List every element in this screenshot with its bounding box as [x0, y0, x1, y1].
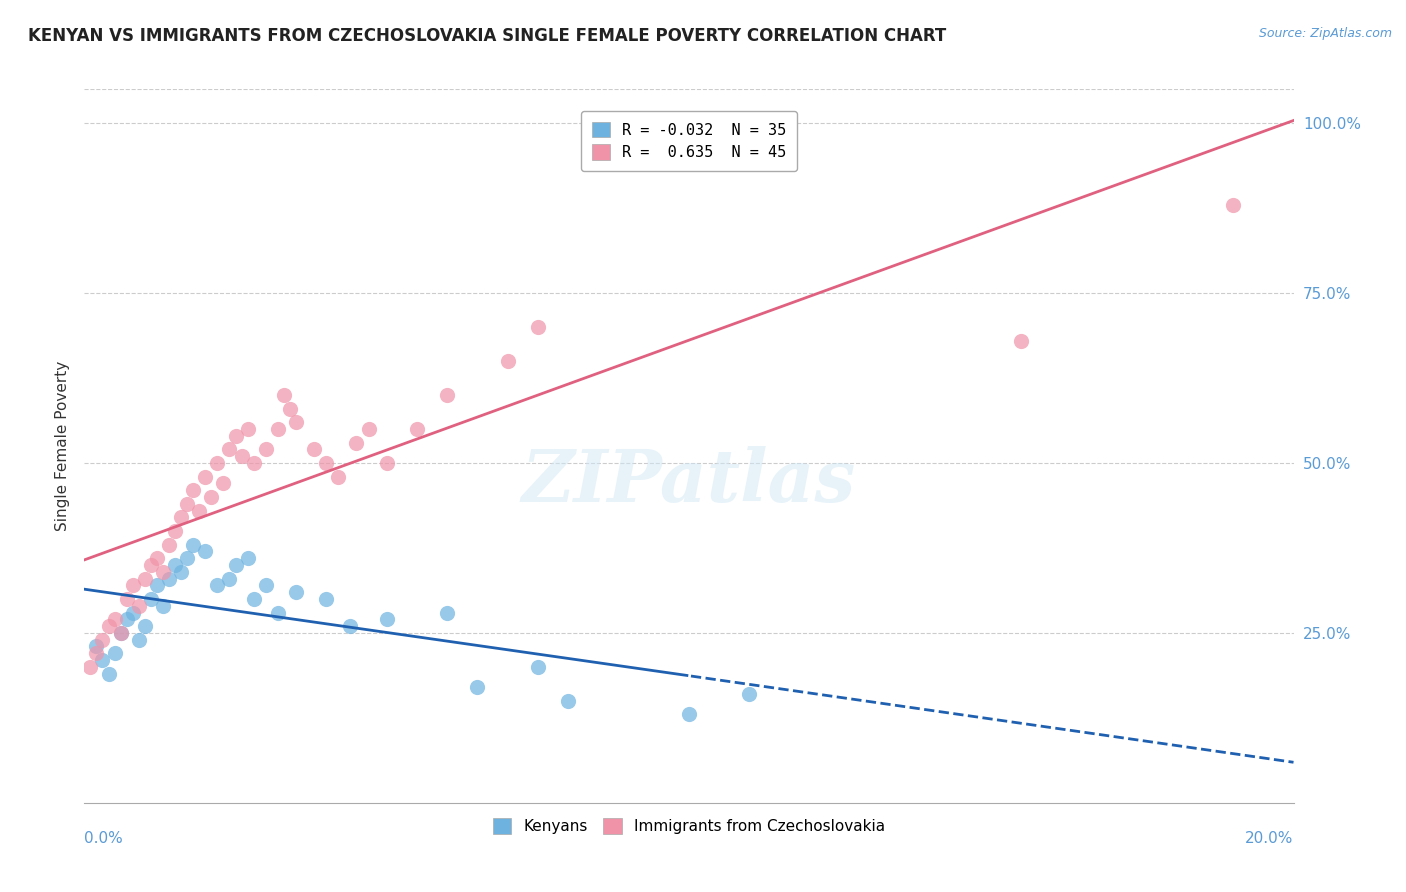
Point [278, 401, 301, 416]
Point [200, 490, 222, 504]
Point [467, 680, 489, 694]
Point [86, 640, 108, 654]
Point [357, 422, 380, 436]
Point [170, 510, 193, 524]
Point [194, 544, 217, 558]
Point [134, 619, 156, 633]
Point [152, 565, 174, 579]
Point [406, 422, 429, 436]
Point [146, 551, 169, 566]
Point [218, 442, 240, 457]
Point [254, 442, 277, 457]
Point [121, 578, 143, 592]
Point [128, 632, 150, 647]
Point [79, 660, 101, 674]
Point [302, 442, 325, 457]
Point [139, 558, 162, 572]
Point [86, 646, 108, 660]
Point [152, 599, 174, 613]
Point [242, 591, 264, 606]
Point [678, 707, 700, 722]
Point [346, 435, 368, 450]
Point [139, 591, 162, 606]
Point [207, 578, 229, 592]
Point [115, 591, 138, 606]
Point [97, 619, 120, 633]
Point [194, 469, 217, 483]
Point [165, 524, 187, 538]
Legend: Kenyans, Immigrants from Czechoslovakia: Kenyans, Immigrants from Czechoslovakia [482, 808, 896, 845]
Point [110, 626, 132, 640]
Point [121, 606, 143, 620]
Point [181, 483, 204, 498]
Point [181, 537, 204, 551]
Point [496, 354, 519, 368]
Point [236, 422, 259, 436]
Point [91, 632, 114, 647]
Text: 20.0%: 20.0% [1246, 831, 1294, 847]
Text: Source: ZipAtlas.com: Source: ZipAtlas.com [1258, 27, 1392, 40]
Point [315, 456, 337, 470]
Text: 0.0%: 0.0% [84, 831, 124, 847]
Point [436, 606, 458, 620]
Point [170, 565, 193, 579]
Point [115, 612, 138, 626]
Point [285, 585, 308, 599]
Point [328, 469, 350, 483]
Point [267, 422, 290, 436]
Point [339, 619, 361, 633]
Point [527, 320, 550, 334]
Point [176, 551, 198, 566]
Point [375, 456, 398, 470]
Point [207, 456, 229, 470]
Point [134, 572, 156, 586]
Point [738, 687, 761, 701]
Point [218, 572, 240, 586]
Point [285, 415, 308, 429]
Point [557, 694, 579, 708]
Point [236, 551, 259, 566]
Point [273, 388, 295, 402]
Point [242, 456, 264, 470]
Point [231, 449, 253, 463]
Point [188, 503, 211, 517]
Text: ZIPatlas: ZIPatlas [522, 446, 856, 517]
Point [97, 666, 120, 681]
Point [146, 578, 169, 592]
Point [128, 599, 150, 613]
Point [1222, 198, 1244, 212]
Point [267, 606, 290, 620]
Point [157, 572, 180, 586]
Point [527, 660, 550, 674]
Point [165, 558, 187, 572]
Point [212, 476, 235, 491]
Point [225, 429, 247, 443]
Point [436, 388, 458, 402]
Text: KENYAN VS IMMIGRANTS FROM CZECHOSLOVAKIA SINGLE FEMALE POVERTY CORRELATION CHART: KENYAN VS IMMIGRANTS FROM CZECHOSLOVAKIA… [28, 27, 946, 45]
Point [315, 591, 337, 606]
Point [104, 612, 127, 626]
Point [104, 646, 127, 660]
Point [1011, 334, 1033, 348]
Point [375, 612, 398, 626]
Point [157, 537, 180, 551]
Point [254, 578, 277, 592]
Point [225, 558, 247, 572]
Point [176, 497, 198, 511]
Y-axis label: Single Female Poverty: Single Female Poverty [55, 361, 70, 531]
Point [91, 653, 114, 667]
Point [110, 626, 132, 640]
